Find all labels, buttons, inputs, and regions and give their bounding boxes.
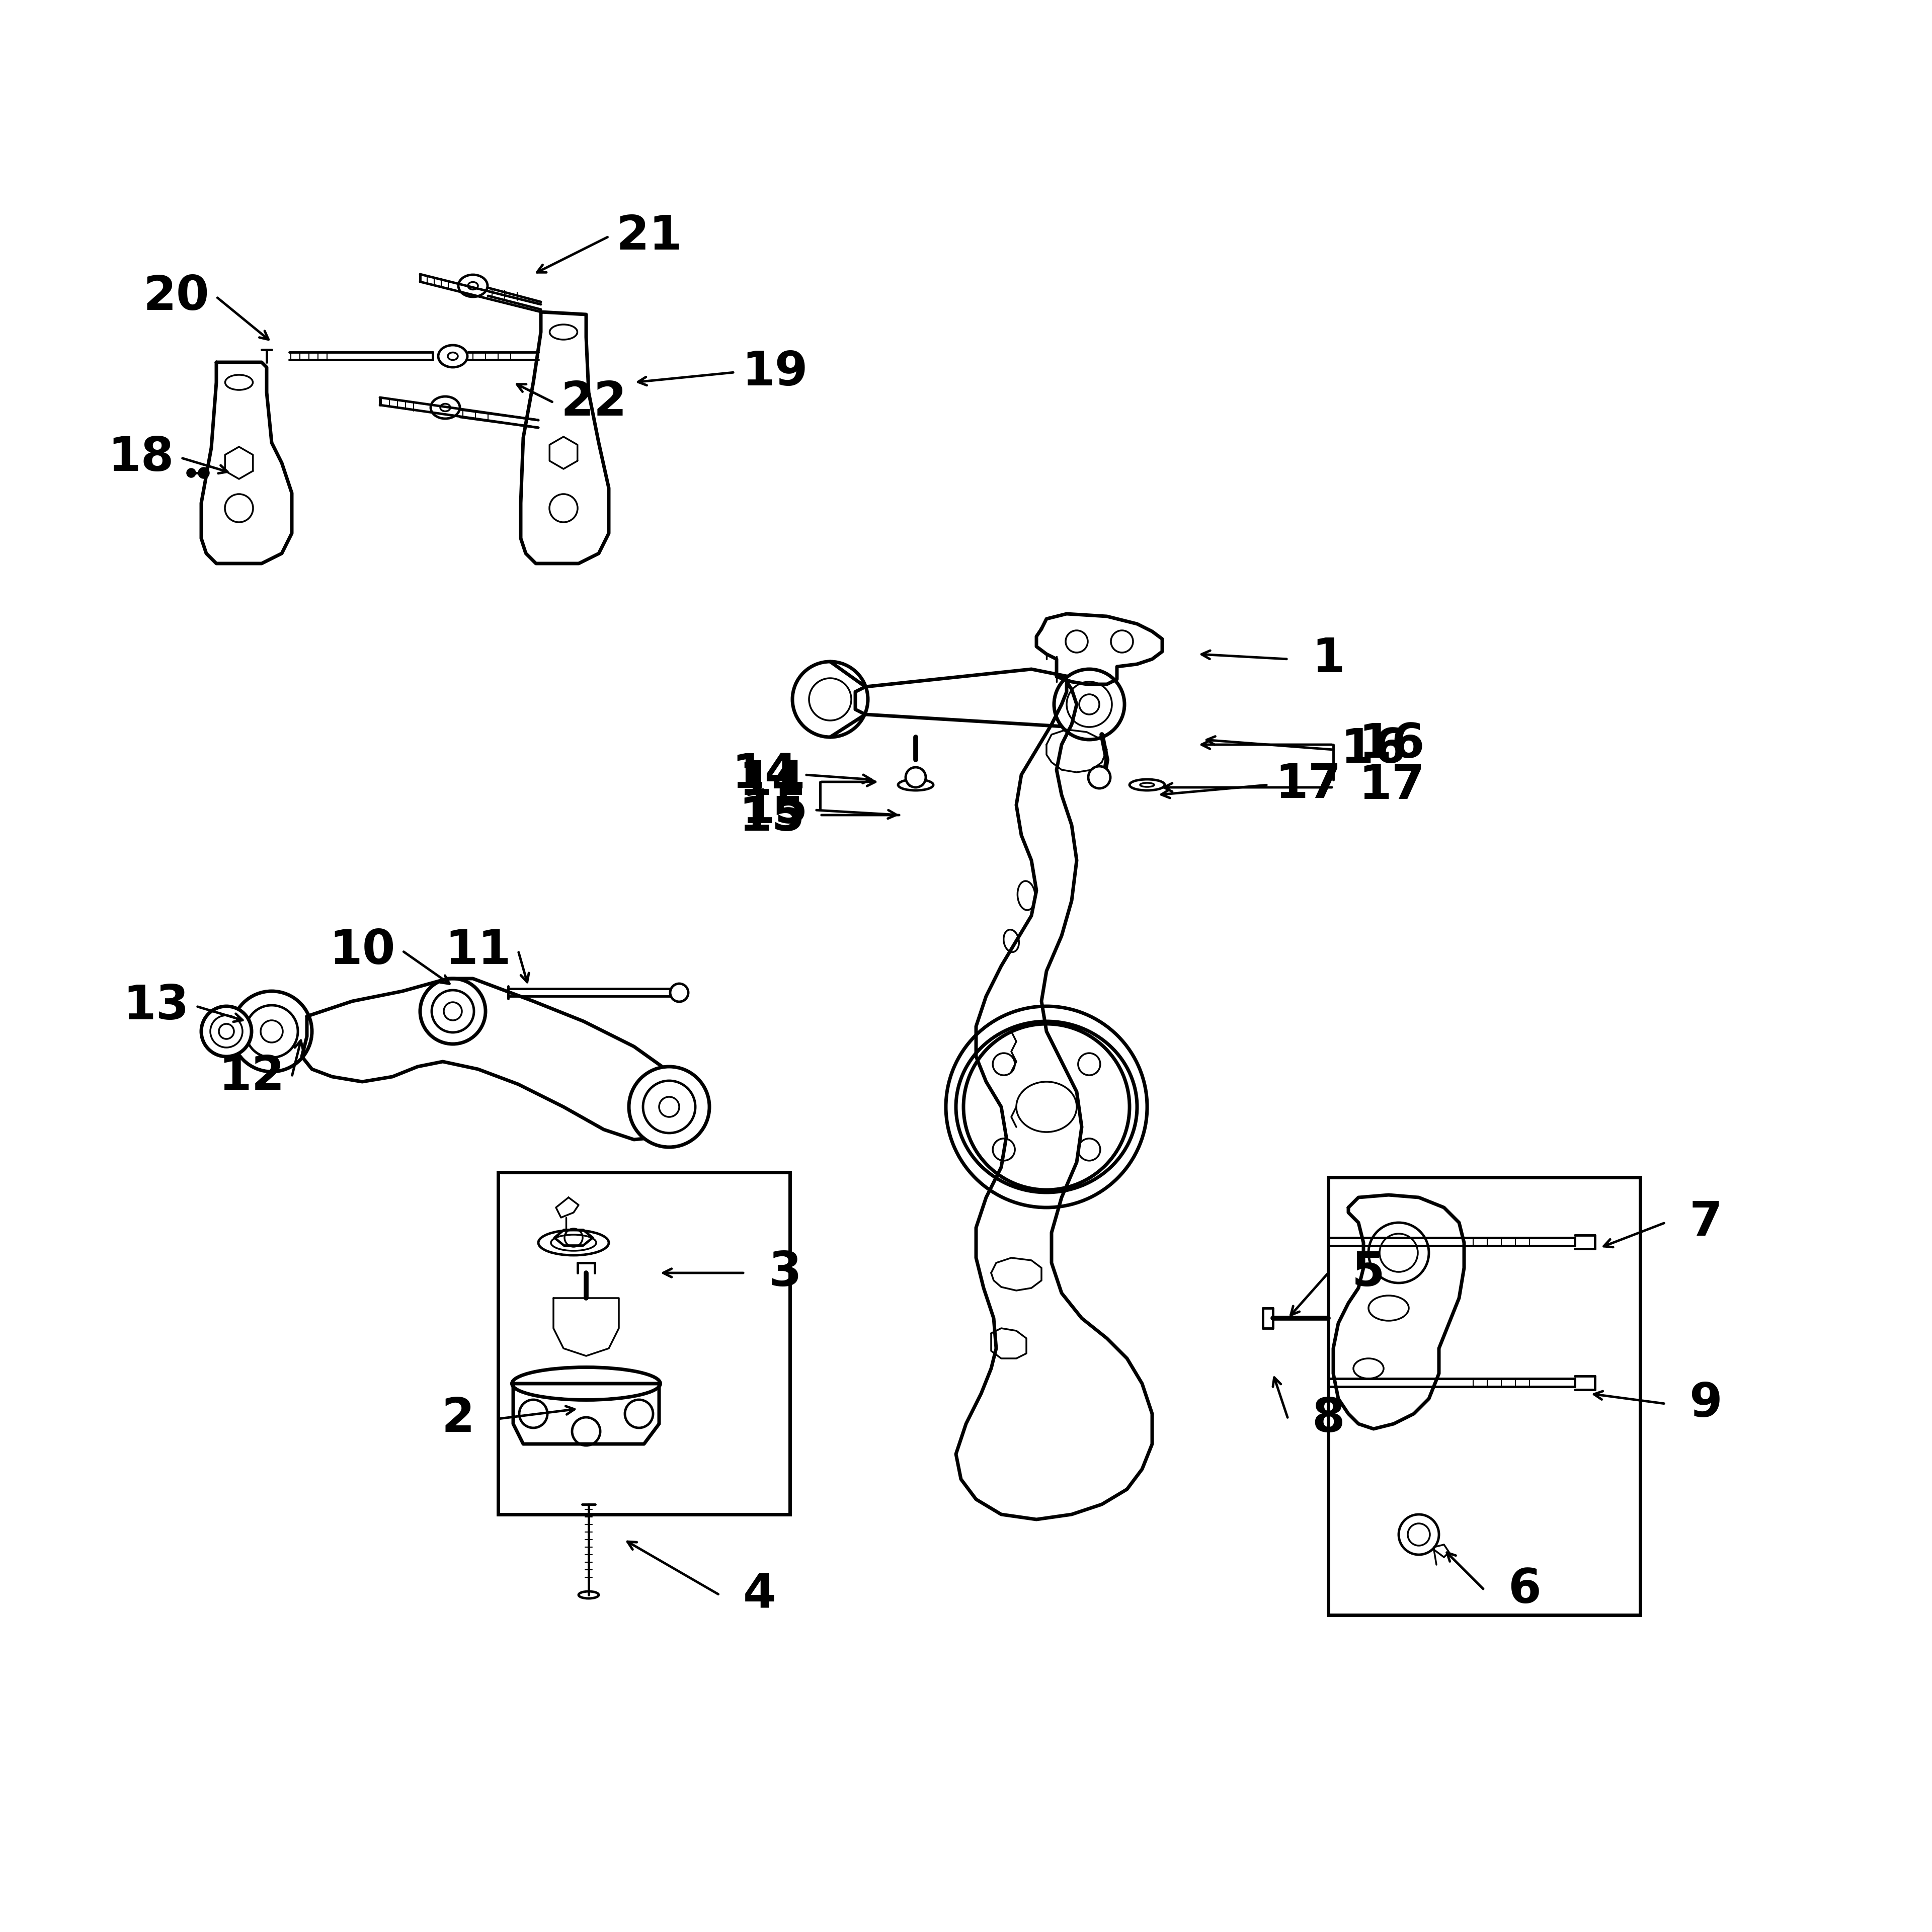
- Circle shape: [670, 983, 688, 1001]
- Circle shape: [232, 991, 311, 1072]
- Text: 19: 19: [742, 350, 808, 396]
- Text: 20: 20: [143, 274, 209, 321]
- Bar: [1329, 1177, 1640, 1615]
- Text: 6: 6: [1507, 1567, 1542, 1613]
- Polygon shape: [514, 1383, 659, 1443]
- Text: 2: 2: [440, 1395, 475, 1441]
- Text: 11: 11: [444, 927, 512, 974]
- Text: 7: 7: [1689, 1200, 1721, 1246]
- Text: 12: 12: [218, 1053, 284, 1099]
- Circle shape: [630, 1066, 709, 1148]
- Text: 14: 14: [732, 752, 798, 798]
- Text: 14: 14: [738, 759, 806, 806]
- Polygon shape: [1333, 1194, 1464, 1430]
- Text: 1: 1: [1312, 636, 1345, 682]
- Text: 16: 16: [1358, 721, 1424, 767]
- Text: 8: 8: [1312, 1395, 1345, 1441]
- Text: 22: 22: [560, 379, 626, 425]
- Text: 10: 10: [328, 927, 396, 974]
- Polygon shape: [301, 980, 684, 1140]
- Circle shape: [199, 468, 209, 477]
- Text: 15: 15: [738, 794, 806, 840]
- Polygon shape: [522, 311, 609, 564]
- Text: 3: 3: [769, 1250, 802, 1296]
- Text: 13: 13: [124, 983, 189, 1030]
- Circle shape: [1088, 767, 1111, 788]
- Circle shape: [1055, 668, 1124, 740]
- Text: 17: 17: [1358, 763, 1424, 810]
- Text: 4: 4: [744, 1573, 777, 1619]
- Text: 16: 16: [1341, 726, 1406, 773]
- Text: 15: 15: [742, 786, 808, 833]
- Bar: [498, 1173, 790, 1515]
- Ellipse shape: [539, 1231, 609, 1256]
- Polygon shape: [201, 363, 292, 564]
- Circle shape: [906, 767, 925, 788]
- Circle shape: [187, 469, 195, 477]
- Text: 18: 18: [108, 435, 174, 481]
- Ellipse shape: [512, 1368, 661, 1401]
- Circle shape: [419, 980, 485, 1043]
- Text: 9: 9: [1689, 1381, 1721, 1428]
- Text: 17: 17: [1275, 761, 1341, 808]
- Polygon shape: [1036, 614, 1163, 684]
- Text: 21: 21: [616, 213, 682, 259]
- Circle shape: [201, 1007, 251, 1057]
- Ellipse shape: [956, 1022, 1138, 1192]
- Polygon shape: [856, 668, 1097, 726]
- Text: 5: 5: [1352, 1250, 1385, 1296]
- Polygon shape: [956, 682, 1151, 1519]
